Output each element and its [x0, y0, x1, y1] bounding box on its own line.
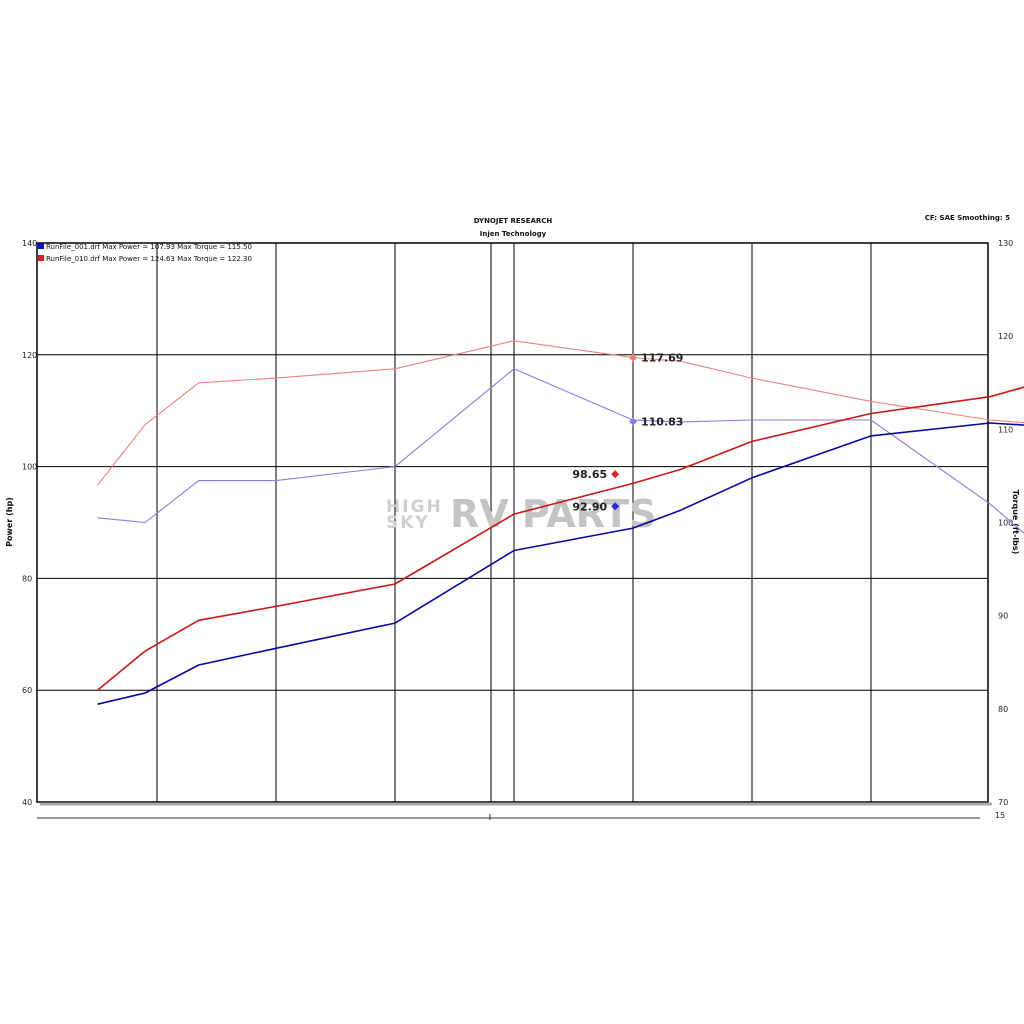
y-axis-label: Power (hp) — [5, 497, 14, 547]
legend-swatch-2 — [38, 255, 44, 261]
annotation-marker — [629, 353, 637, 362]
watermark-line2: SKY — [386, 513, 430, 533]
legend-entry-2: RunFile_010.drf Max Power = 124.63 Max T… — [46, 255, 252, 263]
chart-subtitle: Injen Technology — [480, 230, 547, 238]
legend: RunFile_001.drf Max Power = 107.93 Max T… — [38, 243, 252, 263]
y2-tick-label: 80 — [998, 705, 1008, 714]
y2-tick-label: 130 — [998, 239, 1013, 248]
correction-settings: CF: SAE Smoothing: 5 — [925, 214, 1010, 222]
y-tick-label: 120 — [22, 351, 37, 360]
y2-axis-label: Torque (ft-lbs) — [1011, 490, 1020, 555]
annotation-layer: 117.69 110.83 98.65 92.90 — [572, 352, 683, 514]
y-tick-label: 60 — [22, 686, 32, 695]
series-line-power-runfile-001 — [97, 422, 1024, 705]
y2-tick-label: 70 — [998, 798, 1008, 807]
x-axis-end-label: 15 — [995, 811, 1005, 820]
chart-title: DYNOJET RESEARCH — [474, 217, 553, 225]
series-line-torque-runfile-010 — [97, 340, 1024, 486]
series-line-torque-runfile-001 — [97, 368, 1024, 534]
y-tick-label: 140 — [22, 239, 37, 248]
y2-tick-label: 120 — [998, 332, 1013, 341]
y2-axis-ticks: 130 120 110 100 90 80 70 — [998, 239, 1013, 807]
watermark: HIGH SKY RV PARTS — [386, 492, 657, 536]
watermark-brand: RV PARTS — [450, 492, 657, 536]
y-axis-ticks: 140 120 100 80 60 40 — [22, 239, 37, 807]
annotation-label: 92.90 — [572, 500, 607, 513]
y-tick-label: 40 — [22, 798, 32, 807]
annotation-marker — [629, 417, 637, 426]
grid-lines — [37, 243, 988, 802]
annotation-label: 98.65 — [572, 468, 607, 481]
y2-tick-label: 100 — [998, 519, 1013, 528]
annotation-label: 110.83 — [641, 416, 683, 429]
annotation-marker — [611, 502, 620, 511]
legend-swatch-1 — [38, 243, 44, 249]
watermark-line1: HIGH — [386, 497, 443, 517]
plot-frame — [36, 242, 992, 806]
series-line-power-runfile-010 — [96, 386, 1024, 691]
annotation-label: 117.69 — [641, 352, 683, 365]
y-tick-label: 100 — [22, 463, 37, 472]
y2-tick-label: 110 — [998, 425, 1013, 434]
series-layer — [96, 340, 1024, 705]
annotation-marker — [611, 470, 620, 479]
y2-tick-label: 90 — [998, 612, 1008, 621]
legend-entry-1: RunFile_001.drf Max Power = 107.93 Max T… — [46, 243, 252, 251]
y-tick-label: 80 — [22, 574, 32, 583]
